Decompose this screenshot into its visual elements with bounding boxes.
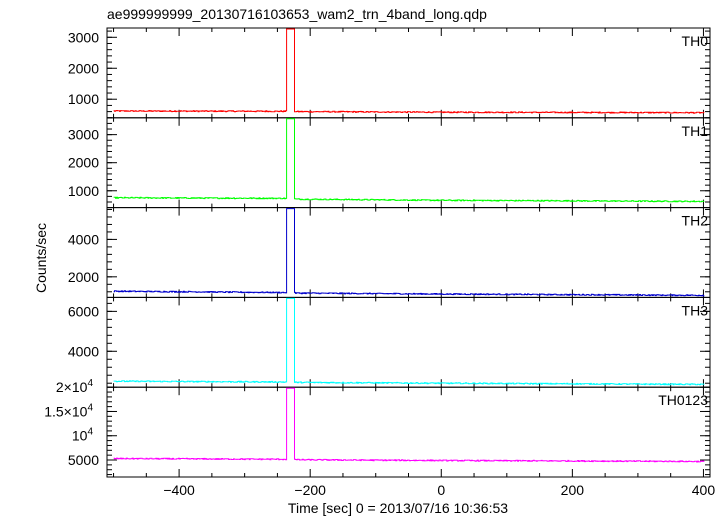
panel-frame: [106, 296, 711, 388]
y-tick-label: 3000: [68, 127, 99, 143]
panel-frame: [106, 386, 711, 478]
panel-frame: [106, 117, 711, 209]
panel-frame: [106, 27, 711, 119]
panel-label-th3: TH3: [682, 302, 709, 318]
series-th0-line: [113, 28, 705, 114]
y-tick-label: 2000: [68, 155, 99, 171]
x-tick-label: −200: [294, 482, 326, 498]
panels: 1000 2000 3000 TH0 1000 2000 3000 TH1 2000 4000 TH…: [44, 27, 711, 478]
y-tick-label: 4000: [68, 343, 99, 359]
y-tick-label: 2000: [68, 269, 99, 285]
y-tick-label: 5000: [68, 452, 99, 468]
y-tick-label: 1000: [68, 183, 99, 199]
panel-label-th0: TH0: [682, 33, 709, 49]
panel-th0123: 5000 104 1.5×104 2×104 TH0123: [44, 378, 711, 478]
panel-label-th1: TH1: [682, 123, 709, 139]
panel-th1: 1000 2000 3000 TH1: [68, 117, 711, 209]
chart-title: ae999999999_20130716103653_wam2_trn_4ban…: [107, 6, 487, 22]
series-th3-line: [113, 297, 705, 386]
y-tick-label: 2×104: [56, 378, 94, 395]
y-tick-label: 3000: [68, 29, 99, 45]
y-tick-label: 1.5×104: [44, 402, 93, 419]
x-axis-label: Time [sec] 0 = 2013/07/16 10:36:53: [288, 500, 508, 516]
y-tick-label: 1000: [68, 91, 99, 107]
x-tick-label: 0: [437, 482, 445, 498]
panel-th0: 1000 2000 3000 TH0: [68, 27, 711, 119]
series-th2-line: [113, 208, 705, 297]
panel-th3: 4000 6000 TH3: [68, 296, 711, 388]
y-axis-label: Counts/sec: [33, 223, 49, 293]
y-tick-label: 6000: [68, 303, 99, 319]
x-axis: −400 −200 0 200 400: [163, 482, 715, 498]
y-tick-label: 2000: [68, 60, 99, 76]
series-th1-line: [113, 118, 705, 203]
panel-label-th2: TH2: [682, 213, 709, 229]
panel-frame: [106, 207, 711, 298]
x-tick-label: 200: [561, 482, 585, 498]
x-tick-label: −400: [163, 482, 195, 498]
y-tick-label: 4000: [68, 231, 99, 247]
panel-label-th0123: TH0123: [658, 392, 708, 408]
series-th0123-line: [113, 387, 705, 463]
x-tick-label: 400: [692, 482, 716, 498]
panel-th2: 2000 4000 TH2: [68, 207, 711, 298]
y-tick-label: 104: [72, 427, 94, 444]
